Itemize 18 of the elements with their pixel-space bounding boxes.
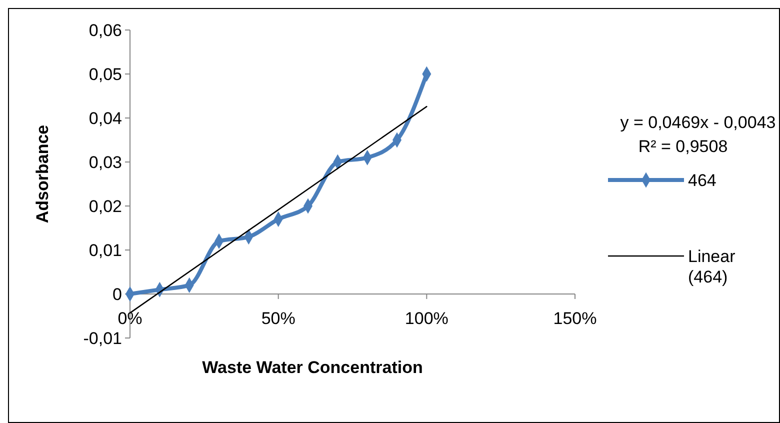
x-tick-label: 150%	[553, 309, 597, 328]
y-tick-label: 0,04	[88, 108, 122, 128]
y-tick-label: -0,01	[83, 328, 122, 348]
x-tick-label: 0%	[118, 309, 142, 328]
x-tick-label: 100%	[404, 309, 448, 328]
x-axis-title: Waste Water Concentration	[202, 358, 423, 377]
y-tick-label: 0	[112, 284, 122, 304]
y-tick-label: 0,06	[88, 20, 122, 40]
legend-label: Linear (464)	[688, 246, 736, 286]
text: R² = 0,9508	[638, 137, 728, 156]
x-tick-label: 50%	[261, 309, 296, 328]
text: y = 0,0469x - 0,0043	[620, 113, 776, 132]
y-tick-label: 0,01	[88, 240, 122, 260]
y-tick-label: 0,03	[88, 152, 122, 172]
y-axis-title: Adsorbance	[33, 124, 52, 224]
legend-label: 464	[688, 170, 716, 190]
y-tick-label: 0,02	[88, 196, 122, 216]
y-tick-label: 0,05	[88, 64, 122, 84]
